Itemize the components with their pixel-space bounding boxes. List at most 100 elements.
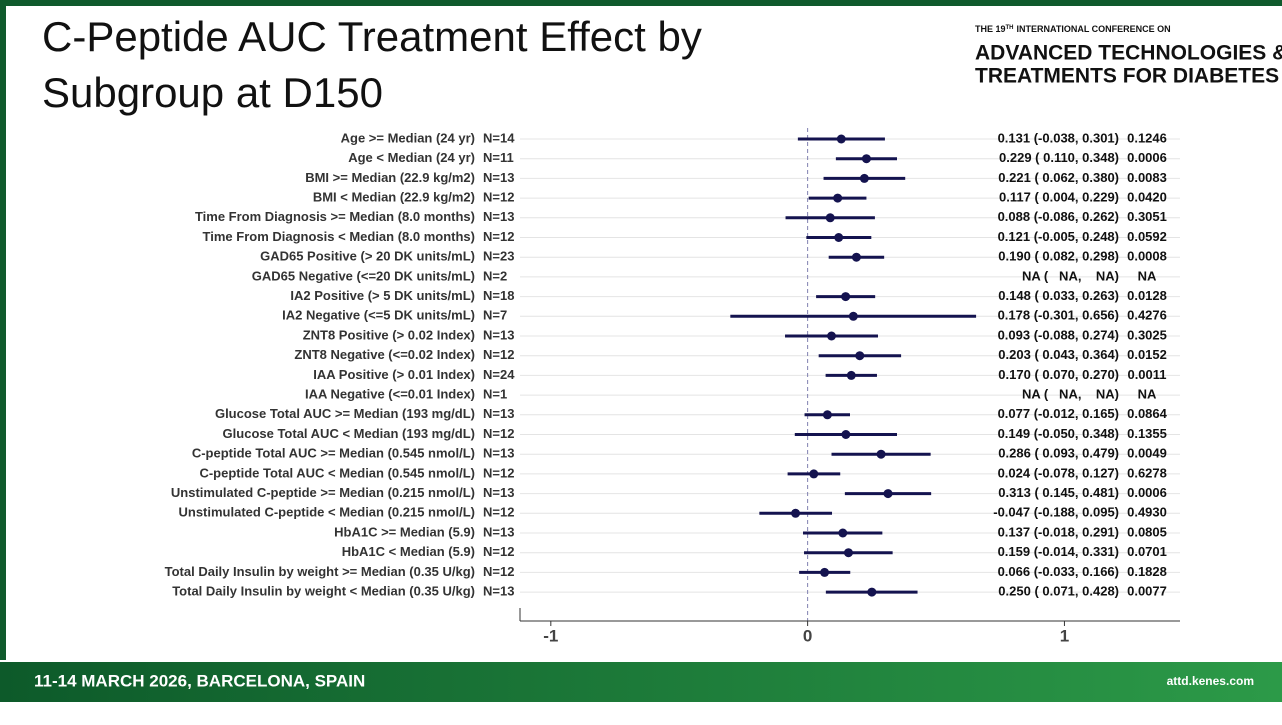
p-value-label: 0.0083 (1127, 170, 1167, 185)
p-value-label: 0.0420 (1127, 190, 1167, 205)
row-label: Age < Median (24 yr) (348, 150, 475, 165)
row-label: HbA1C < Median (5.9) (342, 544, 475, 559)
estimate-point (859, 173, 869, 183)
row-label: Unstimulated C-peptide >= Median (0.215 … (171, 485, 475, 500)
logo-text: ADVANCED TECHNOLOGIES & (975, 42, 1282, 65)
estimate-point (838, 528, 848, 538)
p-value-label: 0.4930 (1127, 505, 1167, 520)
n-label: N=13 (483, 584, 514, 599)
estimate-label: 0.250 ( 0.071, 0.428) (998, 584, 1119, 599)
footer-url: attd.kenes.com (1167, 674, 1254, 688)
p-value-label: NA (1138, 387, 1157, 402)
estimate-label: 0.093 (-0.088, 0.274) (998, 327, 1119, 342)
row-label: Glucose Total AUC >= Median (193 mg/dL) (215, 406, 475, 421)
footer-date: 11-14 MARCH 2026, BARCELONA, SPAIN (34, 671, 365, 690)
n-label: N=14 (483, 130, 515, 145)
forest-plot: Age >= Median (24 yr) N=14 0.131 (-0.038, … (165, 128, 1180, 645)
row-label: IA2 Positive (> 5 DK units/mL) (290, 288, 475, 303)
left-band (0, 0, 6, 660)
estimate-label: 0.148 ( 0.033, 0.263) (998, 288, 1119, 303)
p-value-label: 0.4276 (1127, 308, 1167, 323)
x-tick-label: -1 (543, 626, 558, 645)
p-value-label: 0.0008 (1127, 249, 1167, 264)
n-label: N=24 (483, 367, 515, 382)
estimate-label: 0.170 ( 0.070, 0.270) (998, 367, 1119, 382)
row-label: GAD65 Positive (> 20 DK units/mL) (260, 249, 475, 264)
n-label: N=23 (483, 249, 514, 264)
n-label: N=12 (483, 564, 514, 579)
n-label: N=11 (483, 150, 514, 165)
estimate-point (834, 233, 844, 242)
estimate-label: -0.047 (-0.188, 0.095) (993, 505, 1119, 520)
estimate-label: 0.131 (-0.038, 0.301) (998, 130, 1119, 145)
estimate-label: NA ( NA, NA) (1022, 268, 1119, 283)
estimate-label: 0.121 (-0.005, 0.248) (998, 229, 1119, 244)
logo-text: TH (1006, 25, 1014, 31)
p-value-label: 0.0006 (1127, 150, 1167, 165)
p-value-label: 0.0077 (1127, 584, 1167, 599)
estimate-label: 0.077 (-0.012, 0.165) (998, 406, 1119, 421)
n-label: N=18 (483, 288, 514, 303)
estimate-point (848, 311, 858, 321)
estimate-label: 0.229 ( 0.110, 0.348) (999, 150, 1119, 165)
row-label: HbA1C >= Median (5.9) (334, 524, 475, 539)
n-label: N=13 (483, 327, 514, 342)
row-label: Glucose Total AUC < Median (193 mg/dL) (223, 426, 475, 441)
p-value-label: 0.3051 (1127, 209, 1167, 224)
row-label: GAD65 Negative (<=20 DK units/mL) (252, 268, 475, 283)
estimate-label: 0.117 ( 0.004, 0.229) (999, 190, 1119, 205)
estimate-point (876, 449, 886, 459)
logo-text: THE 19TH INTERNATIONAL CONFERENCE ON (975, 24, 1171, 34)
n-label: N=13 (483, 170, 514, 185)
estimate-label: 0.137 (-0.018, 0.291) (998, 524, 1119, 539)
estimate-label: 0.159 (-0.014, 0.331) (998, 544, 1119, 559)
n-label: N=12 (483, 505, 514, 520)
row-label: Age >= Median (24 yr) (341, 130, 475, 145)
estimate-label: 0.088 (-0.086, 0.262) (998, 209, 1119, 224)
n-label: N=12 (483, 465, 514, 480)
p-value-label: NA (1138, 268, 1157, 283)
estimate-label: 0.066 (-0.033, 0.166) (998, 564, 1119, 579)
logo-text: THE 19 (975, 24, 1006, 34)
estimate-point (855, 351, 865, 361)
n-label: N=13 (483, 485, 514, 500)
estimate-label: 0.190 ( 0.082, 0.298) (998, 249, 1119, 264)
estimate-label: 0.149 (-0.050, 0.348) (998, 426, 1119, 441)
estimate-point (833, 193, 843, 203)
estimate-point (861, 154, 871, 164)
p-value-label: 0.1355 (1127, 426, 1167, 441)
estimate-point (822, 410, 832, 420)
estimate-label: 0.286 ( 0.093, 0.479) (998, 446, 1119, 461)
n-label: N=12 (483, 347, 514, 362)
estimate-point (836, 134, 846, 144)
estimate-point (820, 567, 830, 577)
estimate-point (883, 489, 893, 499)
n-label: N=13 (483, 406, 514, 421)
n-label: N=1 (483, 387, 507, 402)
p-value-label: 0.0864 (1127, 406, 1168, 421)
n-label: N=13 (483, 446, 514, 461)
row-label: C-peptide Total AUC >= Median (0.545 nmo… (192, 446, 475, 461)
estimate-point (851, 252, 861, 262)
p-value-label: 0.0049 (1127, 446, 1167, 461)
p-value-label: 0.1828 (1127, 564, 1167, 579)
estimate-point (825, 213, 835, 223)
p-value-label: 0.0701 (1127, 544, 1167, 559)
estimate-label: 0.024 (-0.078, 0.127) (998, 465, 1119, 480)
slide-title: Subgroup at D150 (42, 69, 383, 116)
estimate-point (809, 469, 819, 479)
p-value-label: 0.0805 (1127, 524, 1167, 539)
estimate-point (843, 548, 853, 558)
row-label: BMI >= Median (22.9 kg/m2) (305, 170, 475, 185)
estimate-point (846, 370, 856, 380)
logo-text: INTERNATIONAL CONFERENCE ON (1017, 24, 1171, 34)
n-label: N=2 (483, 268, 507, 283)
n-label: N=12 (483, 544, 514, 559)
slide-title: C-Peptide AUC Treatment Effect by (42, 13, 702, 60)
top-band (0, 0, 1282, 6)
n-label: N=12 (483, 229, 514, 244)
row-label: BMI < Median (22.9 kg/m2) (313, 190, 475, 205)
n-label: N=12 (483, 426, 514, 441)
p-value-label: 0.6278 (1127, 465, 1167, 480)
